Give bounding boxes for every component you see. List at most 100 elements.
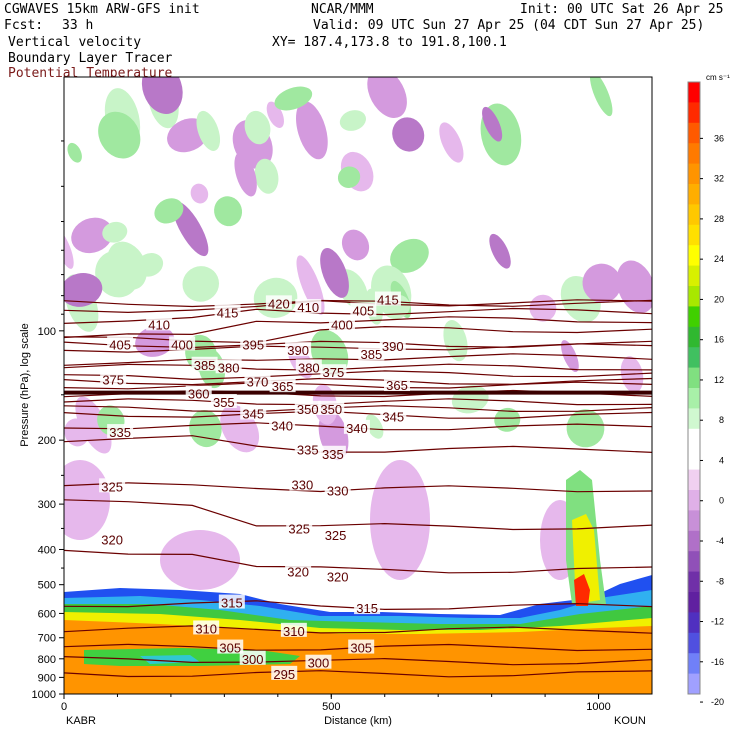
theta-label: 390 <box>287 343 309 358</box>
theta-label-bg <box>100 371 127 386</box>
field-vertical-velocity: Vertical velocity <box>8 35 142 50</box>
upward-motion-blob <box>214 196 243 227</box>
theta-contour-line <box>64 381 652 390</box>
colorbar-swatch <box>688 265 700 287</box>
theta-label: 350 <box>320 402 342 417</box>
theta-label: 325 <box>325 528 347 543</box>
downward-motion-blob <box>341 229 370 261</box>
theta-label: 315 <box>356 601 378 616</box>
theta-contour-line <box>64 363 652 371</box>
theta-label: 395 <box>242 337 264 352</box>
theta-contour-line <box>64 340 652 349</box>
colorbar-swatch <box>688 653 700 675</box>
colorbar-swatch <box>688 490 700 511</box>
left-endpoint-label: KABR <box>66 715 96 727</box>
downward-motion-blob <box>616 260 652 314</box>
theta-label: 320 <box>101 532 123 547</box>
theta-label-bg <box>269 378 296 393</box>
upward-motion-blob <box>95 250 140 298</box>
colorbar-swatch <box>688 224 700 246</box>
theta-label: 385 <box>194 358 216 373</box>
theta-label: 335 <box>109 425 131 440</box>
y-axis: 100 200 300 400 500 600 700 800 900 1000 <box>32 140 64 701</box>
theta-label: 315 <box>221 596 243 611</box>
y-tick-label: 700 <box>38 633 56 645</box>
downward-motion-blob <box>439 122 464 163</box>
colorbar-label: -20 <box>711 697 724 707</box>
y-tick-label: 500 <box>38 580 56 592</box>
theta-label-bg <box>99 478 126 493</box>
colorbar-swatch <box>688 428 700 450</box>
theta-label-bg <box>191 356 218 371</box>
theta-contour-line <box>64 377 652 386</box>
theta-label-bg <box>239 650 266 665</box>
theta-label: 335 <box>322 447 344 462</box>
colorbar-swatch <box>688 82 700 103</box>
theta-label: 330 <box>292 478 314 493</box>
theta-label-bg <box>193 620 220 635</box>
theta-label: 300 <box>242 652 264 667</box>
theta-label: 380 <box>218 360 240 375</box>
theta-label-bg <box>322 527 349 542</box>
theta-contour-line <box>64 482 652 493</box>
y-tick-label: 100 <box>38 326 56 338</box>
theta-label: 360 <box>188 387 210 402</box>
theta-label-bg <box>146 316 173 331</box>
theta-label-bg <box>214 304 241 319</box>
theta-label-bg <box>240 405 267 420</box>
theta-label-bg <box>280 622 307 637</box>
colorbar-units: cm s⁻¹ <box>706 73 730 82</box>
theta-label: 295 <box>273 667 295 682</box>
theta-label-bg <box>269 417 296 432</box>
field-boundary-layer-tracer: Boundary Layer Tracer <box>8 51 173 66</box>
theta-label: 340 <box>271 418 293 433</box>
y-axis-label: Pressure (hPa), log scale <box>19 323 31 447</box>
x-axis-label: Distance (km) <box>324 715 392 727</box>
colorbar-label: 36 <box>714 133 724 143</box>
theta-label-bg <box>324 482 351 497</box>
theta-label-bg <box>358 346 385 361</box>
theta-label-bg <box>328 316 355 331</box>
y-tick-label: 800 <box>38 654 56 666</box>
y-tick-label: 1000 <box>32 689 56 701</box>
colorbar-swatch <box>688 184 700 205</box>
theta-label-bg <box>185 385 212 400</box>
theta-label-bg <box>343 419 370 434</box>
theta-label-bg <box>295 359 322 374</box>
theta-label-bg <box>210 393 237 408</box>
valid-time: Valid: 09 UTC Sun 27 Apr 25 (04 CDT Sun … <box>313 18 705 33</box>
colorbar-label: 28 <box>714 214 724 224</box>
theta-label: 300 <box>308 656 330 671</box>
theta-label: 400 <box>331 317 353 332</box>
theta-contour-line <box>64 435 652 453</box>
theta-label: 380 <box>298 360 320 375</box>
theta-label-bg <box>218 594 245 609</box>
x-tick-label: 1000 <box>586 701 610 713</box>
upward-motion-blob <box>274 86 313 111</box>
upward-motion-blob <box>337 166 361 188</box>
theta-contour-line <box>64 299 652 308</box>
theta-contour-line <box>64 656 652 666</box>
downward-motion-blob <box>160 530 240 590</box>
theta-contour-line <box>64 670 652 678</box>
theta-label: 410 <box>297 300 319 315</box>
colorbar-label: 4 <box>719 455 724 465</box>
plot-frame <box>63 76 653 695</box>
colorbar-label: 12 <box>714 375 724 385</box>
colorbar-swatch <box>688 632 700 654</box>
theta-label-bg <box>380 408 407 423</box>
theta-label: 415 <box>217 305 239 320</box>
theta-label: 325 <box>101 479 123 494</box>
theta-contour-line <box>64 549 652 574</box>
theta-label: 310 <box>195 621 217 636</box>
theta-label: 320 <box>327 570 349 585</box>
colorbar-label: -12 <box>711 617 724 627</box>
theta-label-bg <box>169 336 196 351</box>
theta-contour-line <box>64 625 652 634</box>
theta-label: 345 <box>382 409 404 424</box>
theta-contour-line <box>64 600 652 611</box>
theta-label-bg <box>244 373 271 388</box>
theta-label: 325 <box>288 521 310 536</box>
colorbar: 36 32 28 24 20 16 12 8 4 0 -4 -8 -12 -16 -20 <box>687 81 724 707</box>
colorbar-label: 20 <box>714 294 724 304</box>
